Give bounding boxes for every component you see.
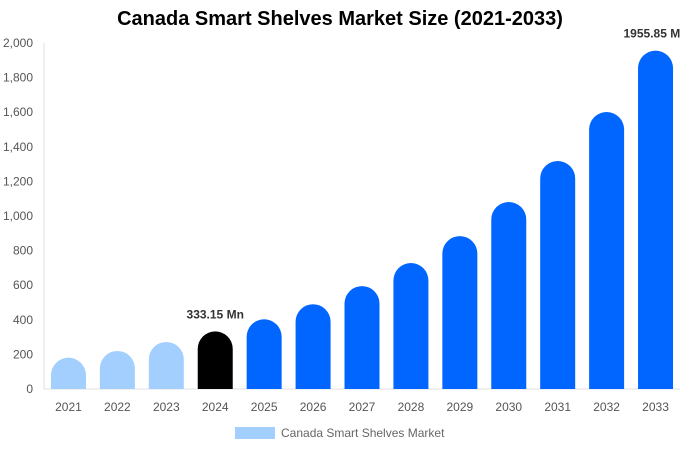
bar-2029 (442, 236, 478, 389)
bar-2021 (50, 357, 86, 389)
bar-2026 (295, 304, 331, 389)
y-tick-label: 1,600 (3, 105, 33, 119)
chart-title: Canada Smart Shelves Market Size (2021-2… (117, 8, 563, 30)
x-tick-label: 2026 (300, 400, 327, 414)
x-tick-label: 2021 (55, 400, 82, 414)
legend: Canada Smart Shelves Market (235, 426, 444, 440)
bar-2031 (540, 160, 576, 389)
data-label: 333.15 Mn (187, 307, 244, 321)
x-tick-label: 2025 (251, 400, 278, 414)
y-tick-label: 400 (13, 313, 33, 327)
data-label: 1955.85 Mn (624, 27, 680, 41)
x-tick-label: 2023 (153, 400, 180, 414)
bar-2025 (246, 319, 282, 389)
bar-2024 (197, 331, 233, 389)
x-tick-label: 2032 (593, 400, 620, 414)
y-tick-label: 1,200 (3, 174, 33, 188)
y-tick-label: 1,400 (3, 140, 33, 154)
x-tick-label: 2028 (398, 400, 425, 414)
x-tick-label: 2030 (495, 400, 522, 414)
bar-2023 (148, 341, 184, 389)
y-tick-label: 600 (13, 278, 33, 292)
bar-2030 (491, 201, 527, 389)
bar-2032 (589, 112, 625, 390)
y-tick-label: 0 (26, 382, 33, 396)
x-tick-label: 2033 (642, 400, 669, 414)
bar-2028 (393, 263, 429, 389)
y-tick-label: 200 (13, 347, 33, 361)
x-tick-label: 2027 (349, 400, 376, 414)
bar-2033 (638, 50, 674, 390)
y-tick-label: 1,000 (3, 209, 33, 223)
y-tick-label: 1,800 (3, 71, 33, 85)
bar-2022 (99, 350, 135, 389)
y-tick-label: 2,000 (3, 36, 33, 50)
legend-label: Canada Smart Shelves Market (281, 426, 445, 440)
y-tick-label: 800 (13, 244, 33, 258)
x-tick-label: 2024 (202, 400, 229, 414)
x-tick-label: 2029 (446, 400, 473, 414)
bar-2027 (344, 286, 380, 389)
x-tick-label: 2031 (544, 400, 571, 414)
legend-swatch (235, 427, 275, 439)
x-tick-label: 2022 (104, 400, 131, 414)
